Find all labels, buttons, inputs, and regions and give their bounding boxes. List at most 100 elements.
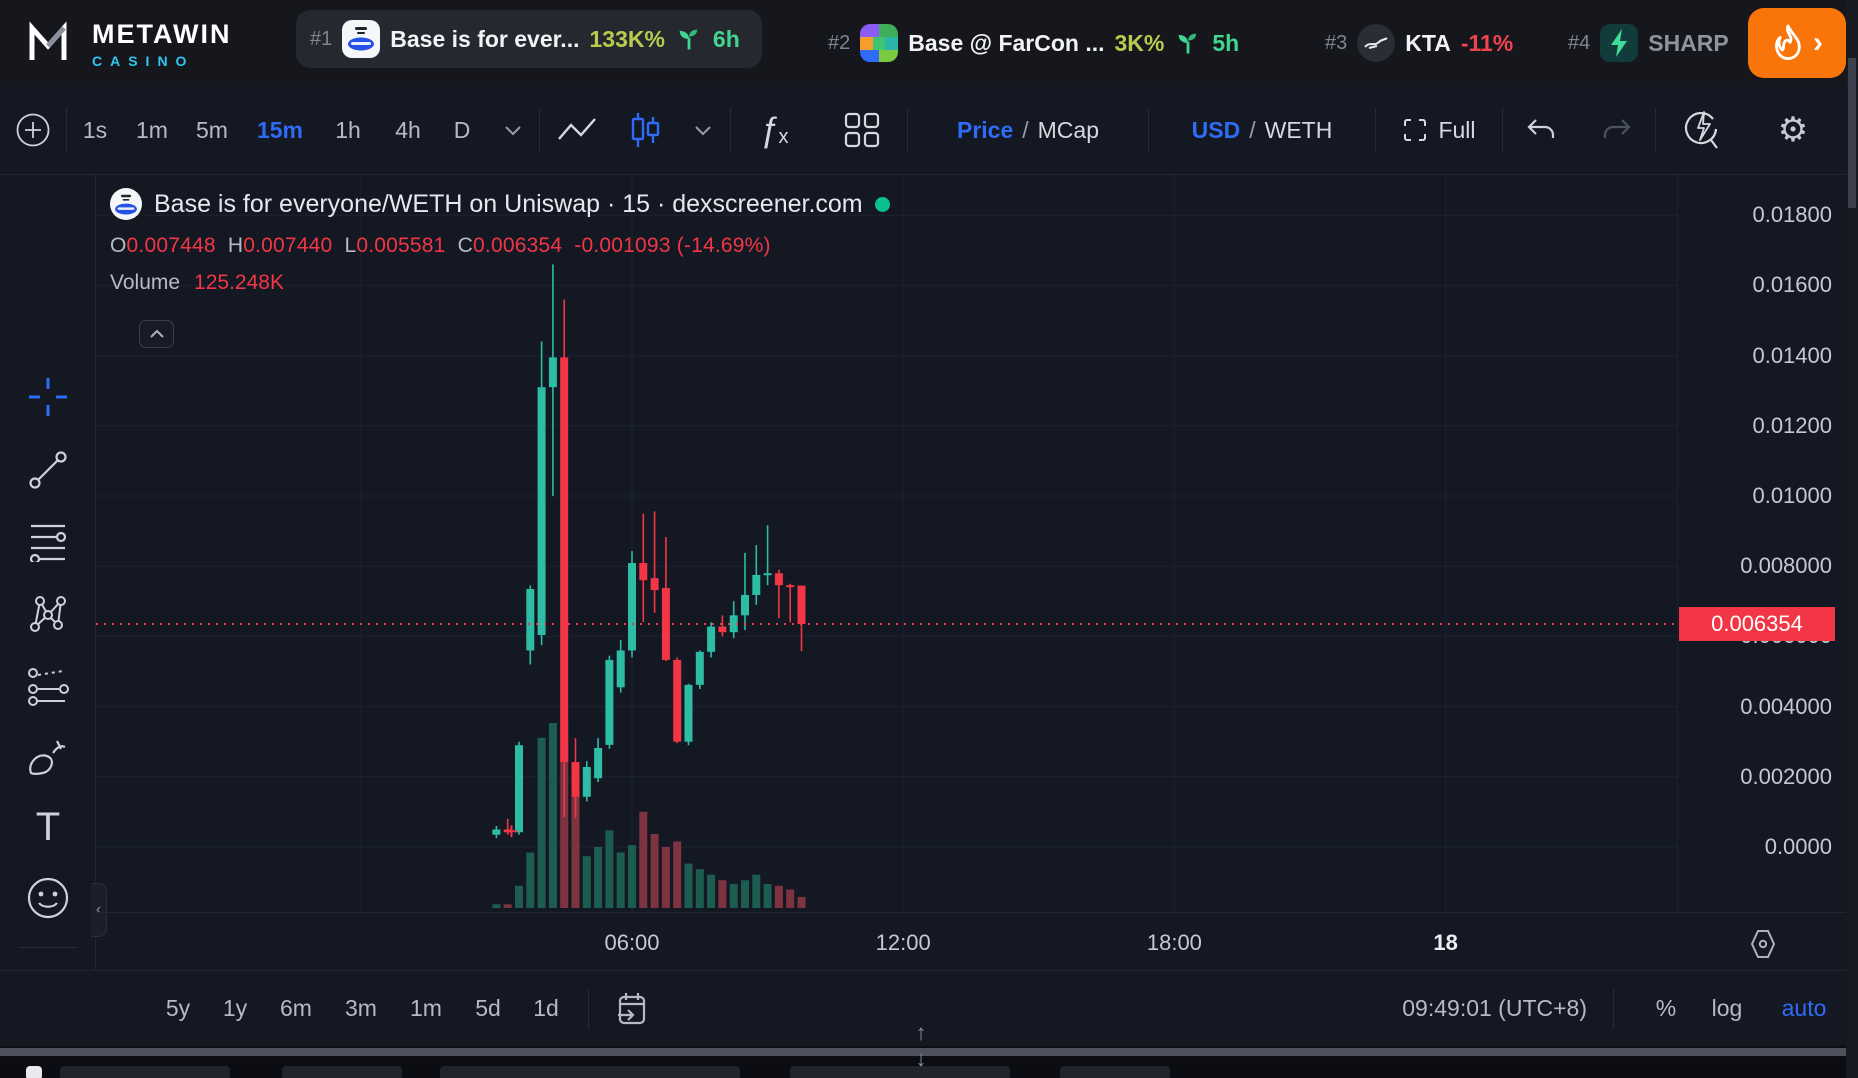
range-3m[interactable]: 3m [345, 995, 377, 1021]
percent-scale-toggle[interactable]: % [1655, 995, 1677, 1021]
metawin-logo-icon[interactable] [28, 20, 68, 66]
price-axis[interactable]: 0.01800 0.01600 0.01400 0.01200 0.01000 0.008… [1677, 175, 1846, 912]
gear-icon: ⚙ [1777, 111, 1809, 149]
time-axis-label: 18 [1433, 930, 1458, 955]
seedling-icon [679, 29, 698, 50]
range-1y[interactable]: 1y [222, 995, 248, 1021]
range-1m[interactable]: 1m [410, 995, 442, 1021]
range-6m[interactable]: 6m [280, 995, 312, 1021]
usd-weth-toggle[interactable]: USD / WETH [1149, 117, 1375, 144]
settings-button[interactable]: ⚙ [1748, 113, 1838, 147]
timeframe-5m[interactable]: 5m [181, 117, 243, 144]
indicators-button[interactable]: ƒ x [731, 111, 817, 150]
fib-lines-icon [29, 524, 67, 562]
tool-text[interactable]: T [24, 803, 72, 851]
fx-icon: ƒ [759, 110, 779, 149]
brand-line2: CASINO [92, 53, 195, 69]
horizontal-scrollbar[interactable] [0, 1046, 1858, 1058]
weth-toggle-label: WETH [1264, 116, 1333, 143]
seedling-icon [1179, 33, 1197, 54]
full-label: Full [1438, 116, 1476, 143]
tool-brush[interactable] [24, 733, 72, 781]
toolbar-divider [1655, 108, 1656, 152]
timeframe-15m-active[interactable]: 15m [243, 117, 317, 144]
range-5d[interactable]: 5d [475, 995, 501, 1021]
bottom-divider [1613, 988, 1614, 1029]
brand-wordmark[interactable]: METAWIN CASINO [92, 19, 231, 69]
quick-chart-button[interactable] [1656, 110, 1748, 150]
ticker-window: 6h [712, 25, 740, 52]
price-axis-label: 0.002000 [1740, 763, 1832, 789]
auto-scale-toggle[interactable]: auto [1781, 995, 1827, 1021]
symbol-add-button[interactable] [0, 113, 66, 147]
price-axis-label: 0.008000 [1740, 553, 1832, 579]
brush-icon [29, 740, 66, 775]
price-toggle-label: Price [956, 116, 1014, 143]
timeframe-1d[interactable]: D [437, 117, 487, 144]
chart-type-menu-button[interactable] [676, 124, 730, 136]
ticker-item-3[interactable]: #3 KTA -11% [1325, 14, 1513, 72]
price-axis-label: 0.01800 [1752, 202, 1832, 228]
ticker-change: 3K% [1114, 29, 1165, 56]
timeframe-1s[interactable]: 1s [67, 117, 123, 144]
go-to-date-button[interactable] [589, 991, 675, 1027]
tool-trend-line[interactable] [24, 446, 72, 494]
horizontal-scrollbar-thumb[interactable] [0, 1048, 1858, 1056]
time-axis-label: 06:00 [604, 930, 660, 955]
timeframe-label: 15m [256, 116, 304, 143]
ticker-name: Base @ FarCon ... [908, 29, 1105, 56]
redo-button[interactable] [1579, 117, 1655, 143]
log-scale-toggle[interactable]: log [1711, 995, 1743, 1021]
sidebar-collapse-handle[interactable]: ‹ [91, 883, 107, 937]
grid-layout-icon [844, 112, 880, 148]
trend-line-icon [29, 451, 67, 489]
layout-grid-button[interactable] [817, 112, 907, 148]
vertical-scrollbar-thumb[interactable] [1848, 58, 1856, 208]
ticker-window: 5h [1212, 29, 1240, 56]
price-mcap-toggle[interactable]: Price / MCap [908, 117, 1148, 144]
candles-chart-type-button[interactable] [614, 111, 676, 149]
tool-horizontal-lines[interactable] [24, 516, 72, 564]
time-axis-label: 12:00 [875, 930, 931, 955]
toolbar-divider [1502, 108, 1503, 152]
fullscreen-button[interactable]: Full [1376, 117, 1502, 144]
vertical-scrollbar[interactable] [1846, 0, 1858, 1078]
timeframe-4h[interactable]: 4h [379, 117, 437, 144]
tool-emoji[interactable] [24, 874, 72, 922]
pane-resize-arrows[interactable]: ↑ ↓ [908, 1020, 934, 1076]
ticker-item-1[interactable]: #1 Base is for ever... 133K% 6h [296, 10, 762, 68]
tool-xabcd-pattern[interactable] [24, 589, 72, 637]
tool-crosshair[interactable] [24, 373, 72, 421]
time-axis[interactable]: 06:00 12:00 18:00 18 [96, 912, 1846, 970]
undo-button[interactable] [1503, 117, 1579, 143]
timezone-hexagon-icon[interactable] [1746, 927, 1780, 961]
range-1d[interactable]: 1d [533, 995, 559, 1021]
flame-icon [1775, 24, 1801, 60]
ticker-name: SHARP [1648, 29, 1729, 56]
timeframe-menu-button[interactable] [487, 124, 539, 136]
legend-collapse-button[interactable] [139, 320, 174, 348]
timeframe-1h[interactable]: 1h [317, 117, 379, 144]
ticker-name: KTA [1405, 29, 1451, 56]
chevron-up-icon [149, 329, 164, 338]
plus-circle-icon [16, 113, 50, 147]
timezone-clock[interactable]: 09:49:01 (UTC+8) [1402, 995, 1587, 1021]
toolbar-divider [730, 108, 731, 152]
price-axis-label: 0.01400 [1752, 342, 1832, 368]
ticker-item-2[interactable]: #2 Base @ FarCon ... 3K% 5h [828, 14, 1239, 72]
line-chart-type-button[interactable] [540, 117, 614, 143]
trending-fire-button[interactable]: › [1748, 8, 1846, 78]
ticker-item-4[interactable]: #4 SHARP [1568, 14, 1729, 72]
ticker-change: -11% [1460, 29, 1514, 56]
tool-projection[interactable] [24, 661, 72, 709]
range-5y[interactable]: 5y [165, 995, 191, 1021]
flash-chart-icon [1684, 111, 1718, 149]
usd-toggle-label: USD [1191, 116, 1241, 143]
timeframe-label: 4h [395, 116, 421, 143]
arrow-up-icon: ↑ [915, 1020, 927, 1045]
timeframe-1m[interactable]: 1m [123, 117, 181, 144]
drawing-tools-sidebar: T [0, 175, 96, 1078]
calendar-goto-icon [618, 992, 646, 1024]
chart-canvas[interactable] [96, 175, 1677, 912]
